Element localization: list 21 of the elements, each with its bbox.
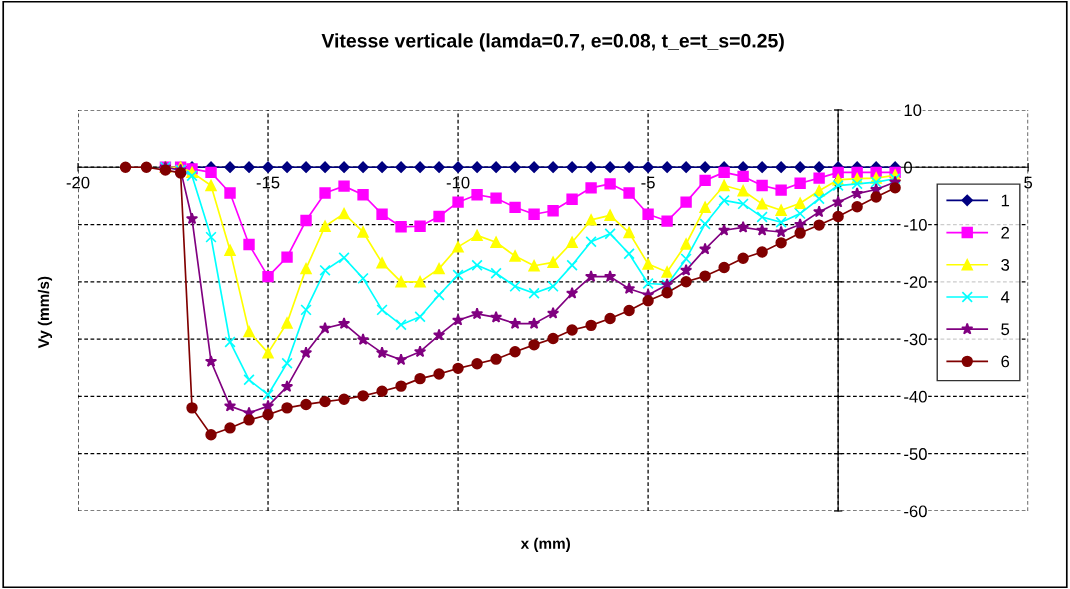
legend-label: 6: [1001, 355, 1010, 368]
y-tick-label: 10: [904, 104, 922, 117]
chart-title: Vitesse verticale (lamda=0.7, e=0.08, t_e=t_s=0.25): [321, 33, 784, 52]
x-tick-label: -5: [641, 176, 655, 189]
y-tick-label: -60: [904, 505, 927, 518]
x-tick-label: 5: [1024, 176, 1033, 189]
x-tick-label: -10: [446, 176, 470, 189]
legend-label: 1: [1001, 194, 1010, 207]
x-tick-label: -15: [256, 176, 280, 189]
y-tick-label: -40: [904, 390, 927, 403]
legend-label: 5: [1001, 323, 1010, 336]
legend-label: 2: [1001, 226, 1009, 239]
y-tick-label: -10: [904, 218, 927, 231]
y-tick-label: -20: [904, 276, 927, 289]
legend-label: 4: [1000, 291, 1010, 303]
x-tick-label: -20: [66, 176, 90, 189]
legend-label: 3: [1001, 258, 1010, 271]
y-tick-label: -50: [904, 448, 927, 460]
y-tick-label: -30: [904, 333, 927, 346]
y-axis-title: Vy (mm/s): [37, 276, 53, 349]
x-axis-title: x (mm): [520, 537, 570, 552]
